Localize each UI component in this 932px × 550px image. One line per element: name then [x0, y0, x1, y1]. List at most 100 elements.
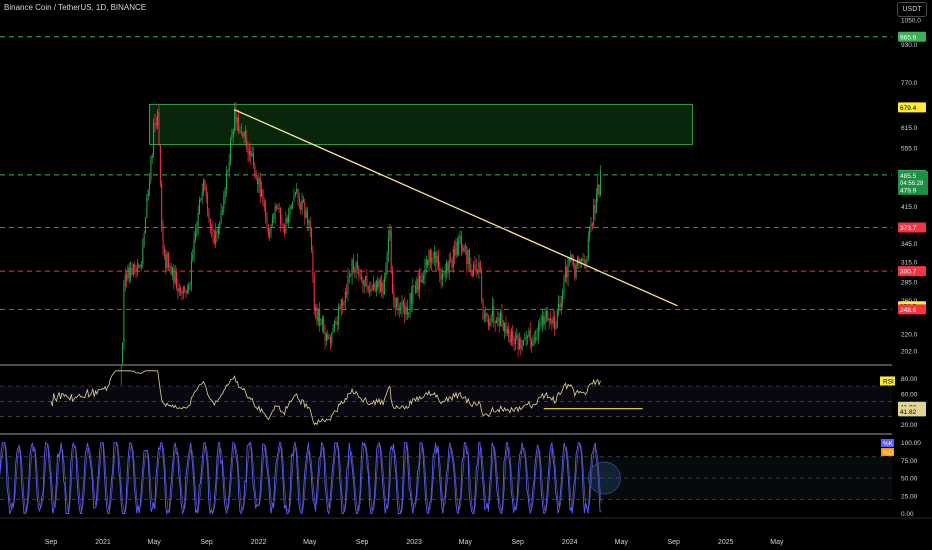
- candle-body: [521, 344, 523, 349]
- candle-body: [385, 268, 387, 279]
- candle-body: [401, 301, 403, 308]
- candle-body: [211, 225, 213, 229]
- stoch-tick-0.00: 0.00: [901, 511, 914, 518]
- candle-body: [436, 255, 438, 263]
- candle-body: [361, 275, 362, 281]
- price-axis[interactable]: 1050.0 930.0 770.0 615.0 555.0 415.0 345.0 315.…: [880, 18, 928, 518]
- candle-body: [309, 221, 311, 229]
- candle-body: [408, 312, 410, 315]
- candle-body: [478, 262, 480, 273]
- stoch-k-line: [0, 440, 602, 516]
- candle-body: [204, 180, 206, 188]
- level-badge-248.6[interactable]: 248.6: [898, 304, 926, 315]
- time-tick-2024: 2024: [562, 539, 578, 546]
- stoch-legend-1[interactable]: %D: [881, 448, 894, 457]
- candle-body: [375, 281, 377, 292]
- level-badge-679.4-bg: [898, 102, 926, 113]
- candle-body: [417, 279, 419, 291]
- candle-body: [533, 338, 535, 340]
- candle-body: [383, 278, 385, 295]
- candle-body: [560, 302, 562, 308]
- level-badge-300.7[interactable]: 300.7: [898, 266, 926, 277]
- candle-body: [359, 274, 361, 276]
- candle-body: [559, 303, 561, 308]
- candle-body: [228, 161, 230, 172]
- candle-body: [459, 235, 461, 240]
- candle-body: [302, 199, 304, 203]
- candle-body: [193, 239, 195, 255]
- candle-body: [162, 228, 164, 249]
- price-tick-1050.0: 1050.0: [901, 18, 921, 25]
- rsi-line: [50, 370, 601, 426]
- candle-body: [284, 225, 286, 233]
- candle-body: [590, 224, 592, 229]
- rsi-value-badge-2[interactable]: 41.82: [898, 406, 926, 417]
- candle-body: [311, 228, 313, 251]
- candle-body: [127, 267, 129, 280]
- stoch-highlight-circle[interactable]: [587, 461, 621, 495]
- candle-body: [167, 253, 169, 268]
- level-badge-679.4[interactable]: 679.4: [898, 102, 926, 113]
- time-tick-2023: 2023: [406, 539, 422, 546]
- candle-body: [146, 198, 148, 218]
- candle-body: [331, 331, 333, 343]
- candle-body: [262, 189, 264, 203]
- candle-body: [479, 262, 481, 272]
- stoch-legend-bg-0: [881, 439, 894, 447]
- candle-body: [440, 274, 442, 280]
- candle-body: [315, 306, 317, 311]
- candle-body: [174, 271, 176, 283]
- stoch-legend-text-0: %K: [883, 441, 894, 448]
- candle-body: [145, 217, 146, 234]
- candle-body: [149, 179, 151, 190]
- candle-body: [447, 262, 449, 273]
- time-tick-May: May: [615, 539, 629, 546]
- candle-body: [363, 280, 365, 286]
- level-badge-965.9-text: 965.9: [900, 34, 917, 41]
- candle-body: [247, 149, 249, 155]
- trendline-line[interactable]: [234, 109, 678, 307]
- level-badge-373.7[interactable]: 373.7: [898, 222, 926, 233]
- candle-body: [432, 257, 434, 259]
- horizontal-levels: [0, 36, 892, 310]
- stoch-rsi-pane: [0, 440, 892, 516]
- candle-body: [172, 267, 173, 276]
- rsi-band: [0, 386, 892, 417]
- trendline[interactable]: [234, 109, 678, 307]
- candle-body: [151, 155, 153, 158]
- candle-body: [329, 337, 331, 343]
- candle-body: [373, 283, 375, 290]
- currency-button[interactable]: USDT: [897, 2, 927, 17]
- candle-body: [178, 288, 180, 292]
- candle-body: [398, 306, 400, 310]
- candle-body: [269, 231, 271, 236]
- candle-body: [261, 189, 263, 197]
- resistance-zone-box[interactable]: [149, 103, 693, 145]
- candle-body: [215, 231, 217, 244]
- price-tick-930.0: 930.0: [901, 42, 918, 49]
- candle-body: [288, 214, 290, 223]
- candle-body: [367, 286, 369, 290]
- candle-body: [161, 184, 163, 229]
- time-axis[interactable]: Sep 2021 May Sep 2022 May Sep 2023 May Sep 2024 May…: [45, 539, 784, 546]
- candle-body: [176, 271, 178, 288]
- candle-body: [248, 150, 250, 155]
- stoch-legend-0[interactable]: %K: [881, 439, 894, 448]
- candle-body: [563, 277, 565, 292]
- candle-body: [593, 205, 595, 226]
- candle-body: [439, 266, 441, 275]
- candle-body: [142, 245, 144, 265]
- candle-body: [301, 199, 303, 211]
- level-badge-965.9[interactable]: 965.9: [898, 31, 926, 42]
- candle-body: [589, 228, 591, 238]
- candle-body: [452, 249, 454, 268]
- candle-body: [275, 206, 277, 209]
- candle-body: [355, 262, 357, 271]
- candle-body: [342, 299, 344, 306]
- candle-body: [551, 319, 553, 324]
- candle-body: [240, 131, 242, 134]
- candle-body: [184, 287, 186, 290]
- candle-body: [140, 264, 142, 267]
